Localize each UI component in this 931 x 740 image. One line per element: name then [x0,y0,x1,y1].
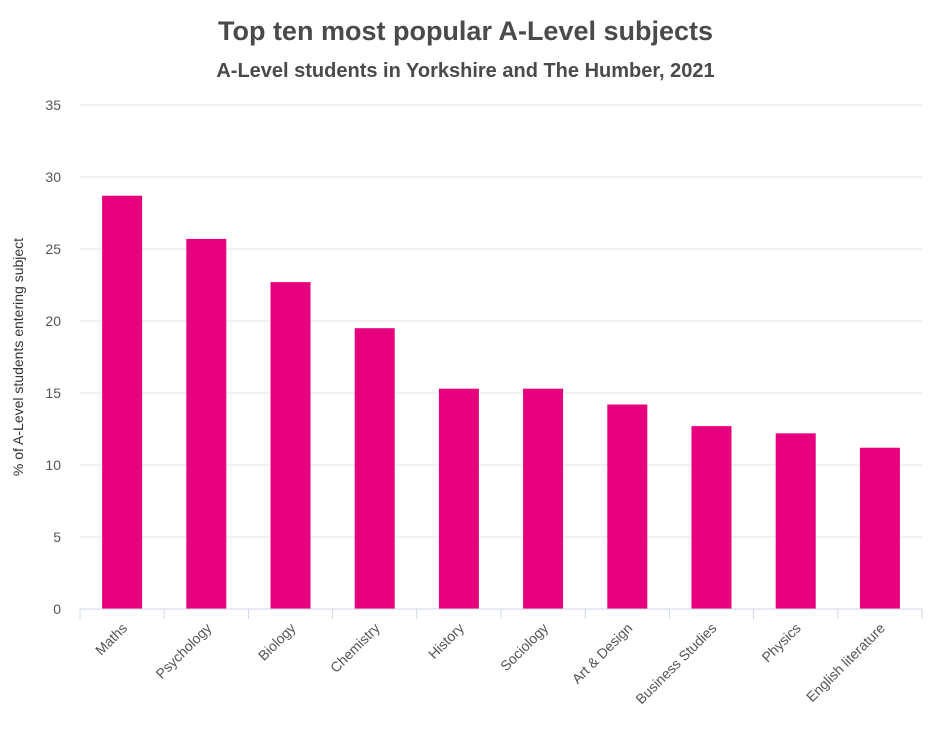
y-tick-label: 10 [45,457,61,473]
y-tick-label: 15 [45,385,61,401]
y-axis-ticks: 0 5 10 15 20 25 30 35 [45,97,61,617]
bar[interactable] [523,388,564,609]
x-tick-label: Maths [92,620,130,658]
y-tick-label: 25 [45,241,61,257]
x-tick-label: English literature [803,620,888,705]
chart-subtitle: A-Level students in Yorkshire and The Hu… [216,60,715,82]
x-tick-label: Physics [758,620,803,665]
bar[interactable] [607,404,648,609]
x-tick-label: Biology [255,620,299,664]
bar[interactable] [859,447,900,609]
bars [102,195,900,610]
bar[interactable] [354,328,395,609]
bar[interactable] [102,195,143,609]
bar[interactable] [775,433,816,609]
x-tick-label: Art & Design [569,620,636,687]
chart-title: Top ten most popular A-Level subjects [217,16,714,46]
bar[interactable] [270,282,311,609]
x-tick-label: Psychology [152,620,214,682]
y-tick-label: 30 [45,169,61,185]
y-axis-title: % of A-Level students entering subject [10,238,26,476]
x-tick-label: Business Studies [632,620,719,707]
x-tick-label: Chemistry [327,620,383,676]
bar[interactable] [438,388,479,609]
x-tick-label: History [425,620,467,662]
x-tick-label: Sociology [497,620,551,674]
y-tick-label: 0 [53,601,61,617]
y-tick-label: 5 [53,529,61,545]
x-axis-ticks: Maths Psychology Biology Chemistry History So… [79,609,923,707]
y-tick-label: 20 [45,313,61,329]
bar[interactable] [186,238,227,610]
bar[interactable] [691,426,732,609]
y-tick-label: 35 [45,97,61,113]
